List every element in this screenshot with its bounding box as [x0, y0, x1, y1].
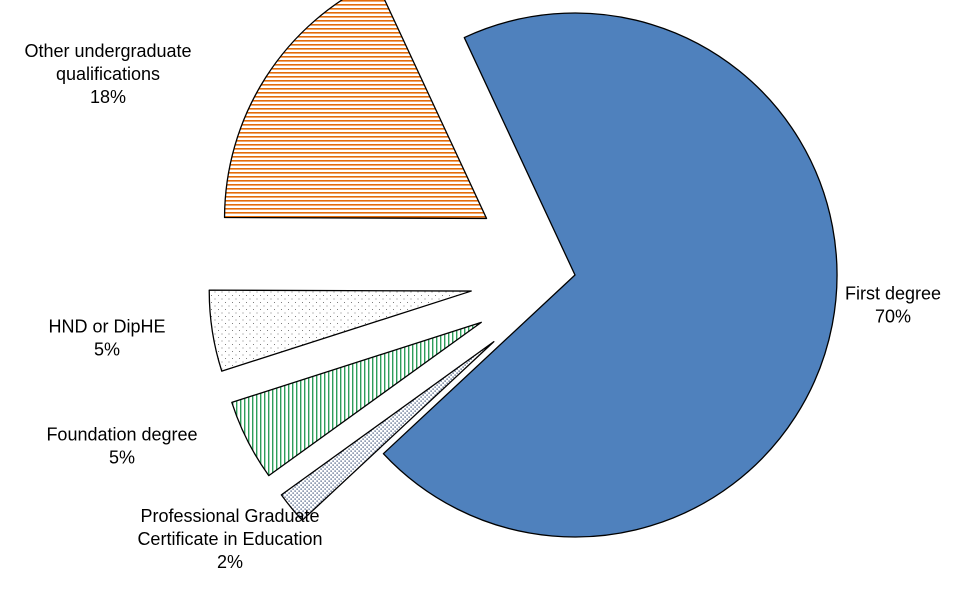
slice-label-line: Certificate in Education [137, 529, 322, 549]
slice-label-line: 70% [875, 307, 911, 327]
slice-label-line: 5% [94, 340, 120, 360]
slice-label-line: 5% [109, 448, 135, 468]
slice-label-line: Other undergraduate [24, 41, 191, 61]
slice-label-first-degree: First degree 70% [845, 284, 941, 327]
pie-slice-professional-graduate-certificate-in-education [280, 341, 495, 521]
pie-slice-other-undergraduate-qualifications [223, 0, 488, 220]
slice-label-line: Professional Graduate [140, 506, 319, 526]
pie-slice-foundation-degree [231, 321, 482, 477]
slice-label-line: 2% [217, 552, 243, 572]
slice-label-hnd-or-diphe: HND or DipHE 5% [48, 317, 165, 360]
pie-labels: First degree 70% Professional Graduate Cert… [24, 41, 941, 572]
pie-slices [208, 0, 838, 538]
slice-label-foundation-degree: Foundation degree 5% [46, 425, 197, 468]
slice-label-line: qualifications [56, 64, 160, 84]
pie-slice-hnd-or-diphe [208, 289, 472, 372]
slice-label-line: Foundation degree [46, 425, 197, 445]
slice-label-professional-graduate-certificate-in-education: Professional Graduate Certificate in Educ… [137, 506, 322, 572]
pie-slice-first-degree [382, 12, 838, 538]
slice-label-line: First degree [845, 284, 941, 304]
slice-label-line: 18% [90, 87, 126, 107]
slice-label-line: HND or DipHE [48, 317, 165, 337]
slice-label-other-undergraduate-qualifications: Other undergraduate qualifications 18% [24, 41, 191, 107]
